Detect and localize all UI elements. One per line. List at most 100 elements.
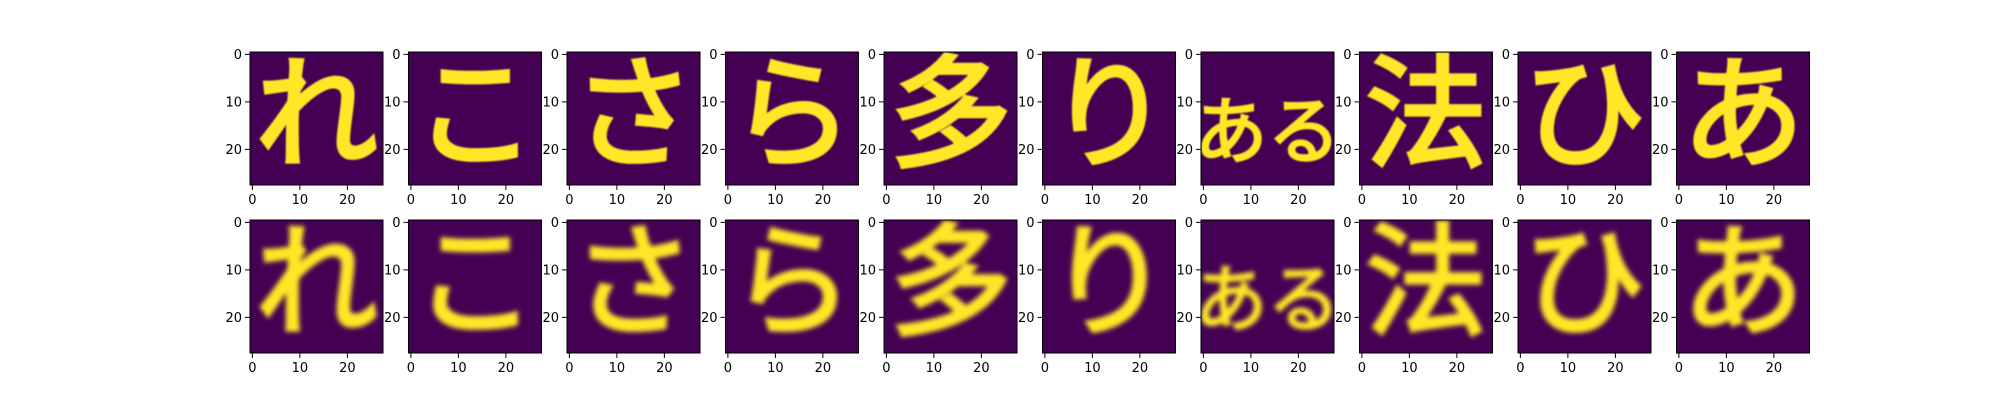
y-tick-label: 0	[1343, 48, 1351, 63]
y-tick-label: 0	[1026, 48, 1034, 63]
image-background	[408, 52, 542, 185]
y-tick-label: 0	[1660, 48, 1668, 63]
axes-frame	[249, 51, 384, 186]
image-background	[884, 220, 1017, 353]
x-tick-label: 0	[1358, 193, 1366, 208]
y-tick-label: 10	[1176, 95, 1193, 110]
x-tick-label: 20	[1132, 193, 1149, 208]
axes-frame	[883, 51, 1018, 186]
x-tick-label: 0	[724, 361, 732, 376]
y-tick-label: 20	[1652, 143, 1669, 158]
image-background	[1359, 220, 1493, 353]
x-tick-label: 20	[1132, 361, 1149, 376]
axes-frame	[1517, 219, 1652, 354]
x-tick-label: 10	[1084, 361, 1101, 376]
glyph-pixels: ある	[1194, 90, 1340, 175]
y-tick-label: 20	[859, 311, 876, 326]
x-tick-label: 0	[1675, 193, 1683, 208]
glyph-pixels: 法	[1365, 43, 1487, 186]
axes-frame	[725, 51, 859, 186]
x-tick-label: 20	[815, 193, 832, 208]
y-tick-label: 20	[1018, 311, 1035, 326]
y-tick-label: 20	[542, 311, 559, 326]
y-tick-label: 20	[1652, 311, 1669, 326]
x-tick-label: 0	[1041, 193, 1049, 208]
glyph-pixels: 多	[889, 211, 1011, 354]
x-tick-label: 20	[339, 193, 356, 208]
y-tick-label: 0	[709, 216, 717, 231]
y-tick-label: 10	[701, 263, 718, 278]
x-tick-label: 0	[882, 361, 890, 376]
glyph-pixels: れ	[255, 211, 377, 354]
y-tick-label: 20	[1493, 311, 1510, 326]
axes-frame	[1359, 51, 1493, 186]
y-tick-label: 20	[701, 311, 718, 326]
axes-frame	[1676, 51, 1810, 186]
y-tick-label: 10	[225, 263, 242, 278]
axes-frame	[408, 51, 542, 186]
x-tick-label: 10	[1401, 361, 1418, 376]
x-tick-label: 10	[609, 361, 626, 376]
y-tick-label: 10	[1652, 263, 1669, 278]
y-tick-label: 20	[1335, 311, 1352, 326]
y-tick-label: 10	[1018, 95, 1035, 110]
glyph-pixels: ひ	[1523, 43, 1645, 186]
x-tick-label: 20	[1290, 361, 1307, 376]
glyph-pixels: あ	[1682, 211, 1804, 354]
y-tick-label: 10	[542, 95, 559, 110]
y-tick-label: 10	[542, 263, 559, 278]
y-tick-label: 20	[1493, 143, 1510, 158]
x-tick-label: 0	[407, 193, 415, 208]
x-tick-label: 0	[882, 193, 890, 208]
y-tick-label: 20	[859, 143, 876, 158]
image-background	[725, 220, 859, 353]
x-tick-label: 20	[1607, 361, 1624, 376]
axes-frame	[566, 219, 701, 354]
x-tick-label: 20	[1290, 193, 1307, 208]
y-tick-label: 20	[225, 143, 242, 158]
axes-frame	[1200, 51, 1335, 186]
image-background	[1676, 220, 1810, 353]
x-tick-label: 20	[498, 361, 515, 376]
x-tick-label: 10	[767, 361, 784, 376]
x-tick-label: 20	[973, 193, 990, 208]
y-tick-label: 0	[1026, 216, 1034, 231]
x-tick-label: 20	[498, 193, 515, 208]
glyph-pixels: 多	[889, 43, 1011, 186]
y-tick-label: 0	[1343, 216, 1351, 231]
y-tick-label: 10	[225, 95, 242, 110]
y-tick-label: 0	[392, 48, 400, 63]
y-tick-label: 10	[859, 95, 876, 110]
x-tick-label: 0	[248, 361, 256, 376]
y-tick-label: 0	[868, 48, 876, 63]
y-tick-label: 0	[1502, 48, 1510, 63]
x-tick-label: 0	[1516, 193, 1524, 208]
x-tick-label: 10	[450, 193, 467, 208]
glyph-pixels: さ	[572, 43, 694, 186]
y-tick-label: 10	[1018, 263, 1035, 278]
x-tick-label: 0	[724, 193, 732, 208]
y-tick-label: 0	[234, 216, 242, 231]
y-tick-label: 10	[1652, 95, 1669, 110]
image-background	[1201, 52, 1334, 185]
glyph-pixels: り	[1048, 211, 1170, 354]
x-tick-label: 10	[1084, 193, 1101, 208]
glyph-pixels: り	[1048, 43, 1170, 186]
x-tick-label: 10	[1401, 193, 1418, 208]
axes-frame	[249, 219, 384, 354]
glyph-pixels: ひ	[1523, 211, 1645, 354]
x-tick-label: 10	[1718, 193, 1735, 208]
y-tick-label: 0	[709, 48, 717, 63]
